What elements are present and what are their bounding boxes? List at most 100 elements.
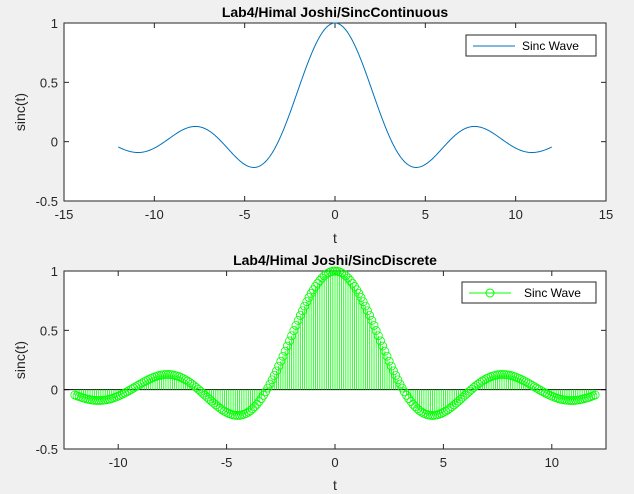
x-tick-label: 5 — [422, 207, 429, 222]
stem-marker — [254, 397, 264, 406]
legend[interactable]: Sinc Wave — [465, 34, 597, 57]
legend-entry-label: Sinc Wave — [524, 286, 581, 300]
tick-group: -10 -5 0 5 10 -0.5 0 0.5 1 — [36, 264, 606, 470]
y-tick-label: -0.5 — [36, 194, 58, 209]
y-tick-label: 1 — [51, 16, 58, 31]
stem-marker — [391, 371, 401, 380]
stem-marker — [393, 375, 403, 385]
stem-marker — [334, 267, 344, 277]
continuous-plot: Lab4/Himal Joshi/SincContinuous t sinc(t… — [12, 4, 613, 246]
stem-marker — [161, 370, 171, 379]
stem-marker — [369, 321, 379, 330]
legend-box — [461, 281, 597, 304]
stem-marker — [239, 409, 249, 419]
x-tick-label: -5 — [221, 455, 233, 470]
stem-marker — [428, 411, 437, 420]
stem-marker — [183, 376, 192, 386]
y-tick-label: 0.5 — [40, 75, 58, 90]
stem-marker — [365, 311, 375, 320]
stem-marker — [523, 378, 533, 388]
x-tick-label: 5 — [440, 455, 447, 470]
stem-marker — [163, 370, 173, 379]
stem-marker — [252, 399, 262, 409]
x-tick-label: -10 — [109, 455, 128, 470]
stem-marker — [367, 316, 377, 325]
legend-box — [465, 34, 597, 57]
x-tick-label: 15 — [599, 207, 613, 222]
y-tick-label: -0.5 — [36, 442, 58, 457]
discrete-plot: Lab4/Himal Joshi/SincDiscrete t sinc(t) … — [12, 252, 607, 493]
stem-marker — [92, 396, 101, 405]
y-tick-label: 0 — [51, 383, 58, 398]
series-group — [64, 266, 606, 420]
stem-marker — [185, 378, 195, 387]
chart-title: Lab4/Himal Joshi/SincDiscrete — [233, 252, 437, 268]
stem-marker — [441, 406, 450, 416]
stem-marker — [181, 375, 190, 385]
stem-marker — [436, 409, 446, 418]
y-tick-label: 1 — [51, 264, 58, 279]
stem-marker — [250, 402, 260, 412]
stem-marker — [443, 405, 453, 415]
stem-marker — [241, 408, 251, 418]
stem-marker — [384, 356, 394, 366]
stem-marker — [120, 388, 130, 398]
stem-marker — [233, 411, 242, 420]
x-tick-label: 10 — [545, 455, 559, 470]
y-axis-label: sinc(t) — [12, 93, 28, 131]
x-tick-label: 10 — [508, 207, 522, 222]
x-tick-label: -15 — [55, 207, 74, 222]
stem-marker — [256, 394, 266, 403]
stem-marker — [343, 273, 353, 283]
stem-marker — [389, 366, 398, 376]
stem-marker — [376, 336, 385, 346]
stem-marker — [360, 301, 370, 311]
stem-marker — [373, 331, 383, 341]
x-tick-label: -5 — [239, 207, 251, 222]
stem-marker — [122, 387, 132, 397]
legend-entry-label: Sinc Wave — [522, 39, 579, 53]
chart-title: Lab4/Himal Joshi/SincContinuous — [222, 4, 449, 20]
stem-marker — [378, 341, 388, 351]
stem-marker — [345, 276, 355, 285]
legend[interactable]: Sinc Wave — [461, 281, 597, 304]
sinc-wave-line — [117, 22, 553, 168]
y-axis-label: sinc(t) — [12, 341, 28, 379]
x-tick-label: 0 — [331, 207, 338, 222]
stem-marker — [525, 379, 535, 389]
series-group — [117, 22, 553, 168]
y-tick-label: 0.5 — [40, 323, 58, 338]
stem-marker — [386, 361, 396, 371]
stem-marker — [532, 383, 542, 393]
stem-marker — [124, 386, 134, 396]
stem-marker — [96, 396, 106, 405]
stem-marker — [497, 370, 507, 379]
stem-marker — [356, 293, 366, 302]
stem-marker — [337, 268, 346, 278]
x-tick-label: -10 — [145, 207, 164, 222]
stem-marker — [438, 408, 448, 417]
x-axis-label: t — [333, 477, 337, 493]
stem-marker — [94, 396, 104, 405]
y-tick-label: 0 — [51, 135, 58, 150]
stem-marker — [178, 374, 188, 383]
stem-marker — [347, 278, 357, 288]
stem-marker — [527, 381, 537, 390]
stem-marker — [530, 382, 539, 392]
stem-marker — [521, 377, 531, 387]
stem-marker — [380, 346, 390, 356]
stem-marker — [382, 351, 392, 361]
x-axis-label: t — [333, 230, 337, 246]
stem-marker — [358, 297, 368, 307]
stem-marker — [590, 390, 600, 400]
stem-marker — [534, 384, 544, 394]
stem-marker — [371, 326, 381, 335]
x-tick-label: 0 — [331, 455, 338, 470]
legend-marker-swatch — [485, 288, 495, 298]
stem-marker — [566, 396, 576, 405]
stem-marker — [363, 306, 372, 316]
tick-group: -15 -10 -5 0 5 10 15 -0.5 0 0.5 1 — [36, 16, 614, 222]
stem-marker — [569, 396, 578, 405]
stem-marker — [425, 410, 435, 420]
